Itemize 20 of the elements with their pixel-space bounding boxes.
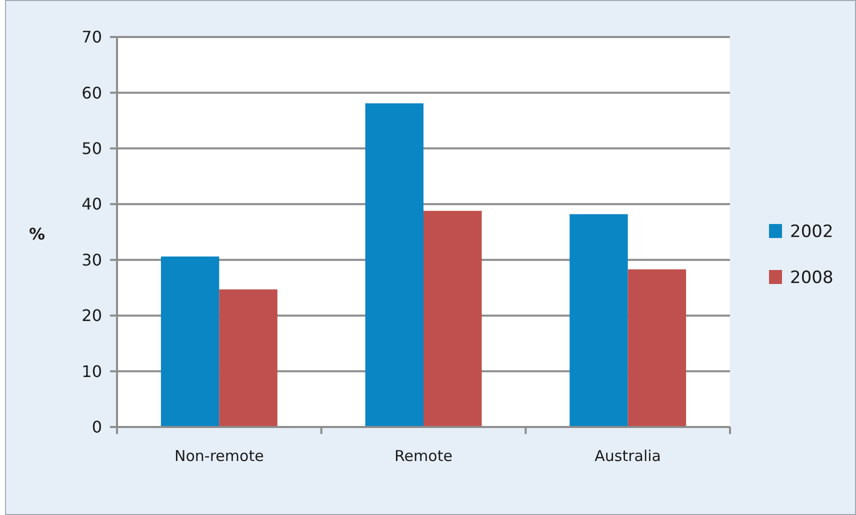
y-tick-label: 20	[82, 306, 102, 326]
bar	[570, 214, 628, 427]
y-tick-label: 30	[82, 250, 102, 270]
x-tick-label: Australia	[594, 447, 662, 465]
bar	[424, 210, 482, 427]
y-tick-label: 50	[82, 139, 102, 158]
bar	[160, 256, 220, 427]
bar	[365, 103, 424, 427]
y-tick-label: 70	[82, 28, 102, 47]
x-tick-label: Remote	[394, 447, 452, 465]
x-tick-label: Non-remote	[174, 447, 264, 465]
y-tick-label: 60	[82, 83, 102, 102]
y-axis-title: %	[28, 224, 46, 244]
bar	[628, 269, 686, 427]
legend-label: 2002	[790, 222, 834, 242]
y-tick-label: 40	[82, 194, 102, 214]
legend-label: 2008	[790, 268, 834, 288]
y-tick-label: 10	[82, 362, 102, 381]
bar	[219, 289, 278, 427]
y-tick-label: 0	[92, 418, 102, 437]
